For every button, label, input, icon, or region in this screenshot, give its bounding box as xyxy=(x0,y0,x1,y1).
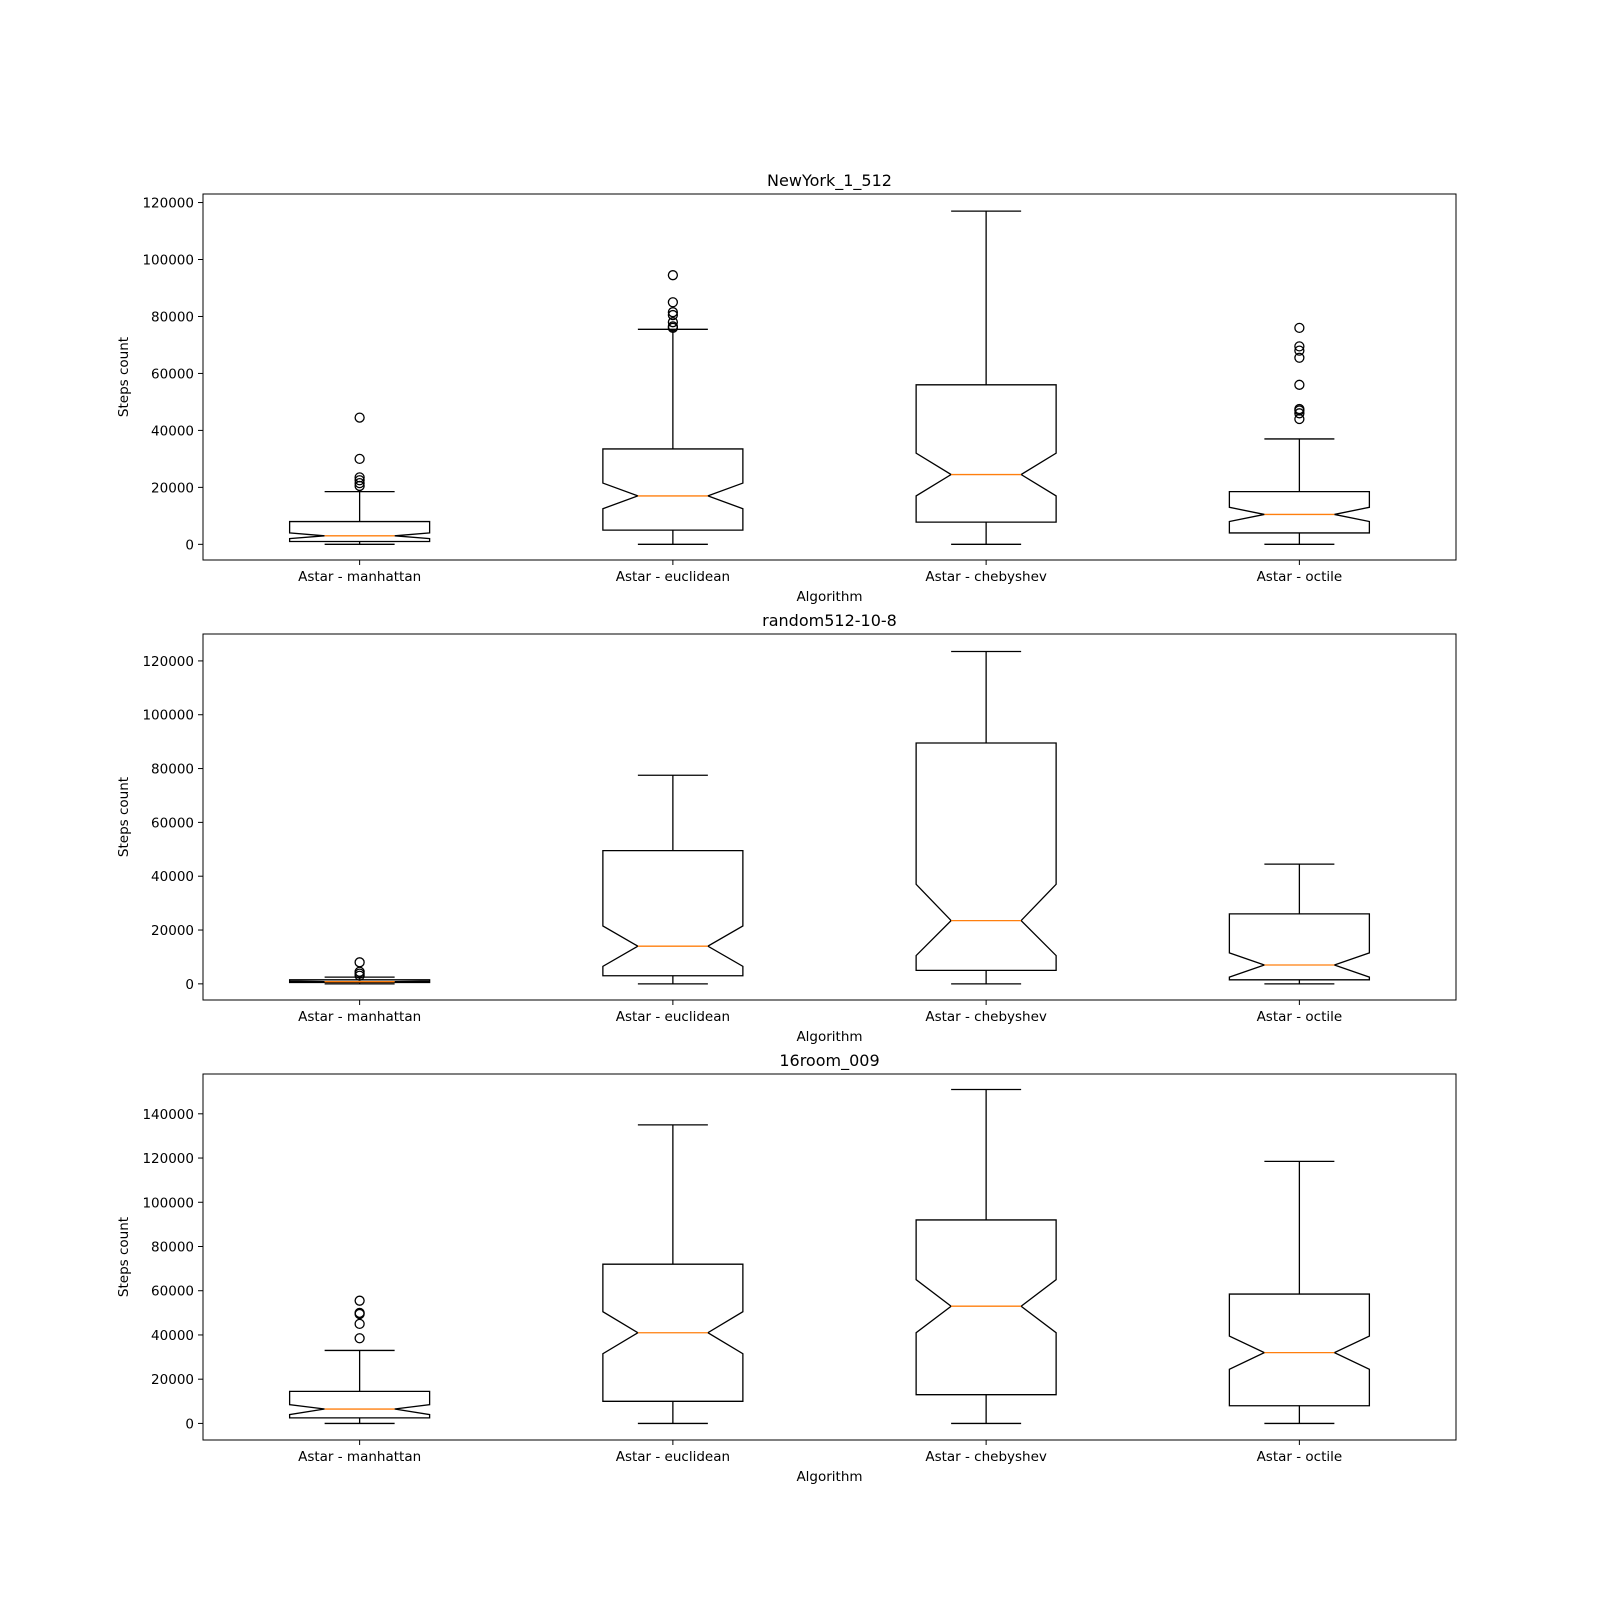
y-tick-label: 60000 xyxy=(151,366,194,382)
x-tick-label: Astar - chebyshev xyxy=(925,569,1047,585)
outlier-point xyxy=(354,1333,365,1344)
outlier-point xyxy=(667,321,679,332)
plot-frame xyxy=(202,193,1457,561)
box-body xyxy=(288,979,431,984)
box-body xyxy=(288,520,431,543)
y-tick-label: 120000 xyxy=(142,196,194,212)
y-tick-label: 100000 xyxy=(142,708,194,724)
outlier-point xyxy=(354,412,365,423)
outlier-point xyxy=(667,270,679,281)
chart-title: NewYork_1_512 xyxy=(767,171,892,191)
chart-title: 16room_009 xyxy=(779,1051,879,1071)
outlier-point xyxy=(1294,403,1305,415)
box-body xyxy=(1228,913,1371,981)
y-tick-label: 120000 xyxy=(142,1151,194,1167)
box-body xyxy=(602,448,744,531)
y-tick-label: 40000 xyxy=(151,1328,194,1344)
box-2 xyxy=(602,270,744,545)
outlier-point xyxy=(667,317,679,328)
y-tick-label: 0 xyxy=(185,537,194,553)
y-tick-label: 20000 xyxy=(151,923,194,939)
outlier-point xyxy=(354,1307,365,1318)
box-body xyxy=(915,1219,1057,1396)
y-tick-label: 80000 xyxy=(151,762,194,778)
panel-1: NewYork_1_512 0 20000 40000 60000 80000 100000… xyxy=(116,171,1457,605)
box-4 xyxy=(1228,863,1371,985)
outlier-point xyxy=(354,453,365,465)
y-tick-label: 40000 xyxy=(151,423,194,439)
outlier-point xyxy=(1294,408,1305,419)
x-axis-label: Algorithm xyxy=(796,589,862,605)
y-tick-label: 20000 xyxy=(151,480,194,496)
panel-2: random512-10-8 0 20000 40000 60000 80000 10000… xyxy=(116,611,1457,1045)
y-tick-label: 60000 xyxy=(151,1284,194,1300)
y-tick-label: 140000 xyxy=(142,1107,194,1123)
outlier-point xyxy=(1294,345,1305,356)
outlier-point xyxy=(667,309,679,321)
box-body xyxy=(602,849,744,977)
box-2 xyxy=(602,774,744,985)
x-tick-label: Astar - euclidean xyxy=(616,1009,730,1025)
y-tick-label: 80000 xyxy=(151,309,194,325)
y-tick-label: 80000 xyxy=(151,1239,194,1255)
x-tick-label: Astar - chebyshev xyxy=(925,1449,1047,1465)
chart-title: random512-10-8 xyxy=(762,611,897,630)
outlier-point xyxy=(354,472,365,483)
x-tick-label: Astar - euclidean xyxy=(616,569,730,585)
box-body xyxy=(915,742,1057,972)
outlier-point xyxy=(354,957,365,968)
y-tick-label: 0 xyxy=(185,1416,194,1432)
box-4 xyxy=(1228,322,1371,545)
box-1 xyxy=(288,412,431,545)
outlier-point xyxy=(1294,341,1305,352)
y-tick-label: 100000 xyxy=(142,1195,194,1211)
box-body xyxy=(915,384,1057,523)
y-tick-label: 40000 xyxy=(151,869,194,885)
box-body xyxy=(602,1263,744,1402)
outlier-point xyxy=(354,475,365,486)
box-3 xyxy=(915,1088,1057,1425)
box-3 xyxy=(915,650,1057,985)
x-tick-label: Astar - chebyshev xyxy=(925,1009,1047,1025)
y-tick-label: 0 xyxy=(185,977,194,993)
outlier-point xyxy=(1294,322,1305,334)
outlier-point xyxy=(354,477,365,489)
y-tick-label: 20000 xyxy=(151,1372,194,1388)
x-tick-label: Astar - euclidean xyxy=(616,1449,730,1465)
x-axis-label: Algorithm xyxy=(796,1029,862,1045)
box-body xyxy=(1228,490,1371,534)
x-tick-label: Astar - octile xyxy=(1257,1449,1343,1465)
box-2 xyxy=(602,1124,744,1425)
plot-frame xyxy=(202,633,1457,1001)
outlier-point xyxy=(354,1318,365,1330)
box-1 xyxy=(288,957,431,985)
outlier-point xyxy=(1294,352,1305,363)
x-tick-label: Astar - octile xyxy=(1257,1009,1343,1025)
y-axis-label: Steps count xyxy=(116,337,132,417)
y-axis-label: Steps count xyxy=(116,1217,132,1297)
box-3 xyxy=(915,210,1057,545)
y-tick-label: 100000 xyxy=(142,253,194,269)
box-body xyxy=(1228,1293,1371,1407)
plot-frame xyxy=(202,1073,1457,1441)
outlier-point xyxy=(354,1295,365,1306)
outlier-point xyxy=(667,307,679,318)
x-tick-label: Astar - octile xyxy=(1257,569,1343,585)
x-tick-label: Astar - manhattan xyxy=(298,569,421,585)
x-axis-label: Algorithm xyxy=(796,1469,862,1485)
outlier-point xyxy=(667,297,679,308)
box-body xyxy=(288,1390,431,1419)
x-tick-label: Astar - manhattan xyxy=(298,1449,421,1465)
y-axis-label: Steps count xyxy=(116,777,132,857)
outlier-point xyxy=(1294,379,1305,390)
box-1 xyxy=(288,1295,431,1425)
y-tick-label: 120000 xyxy=(142,654,194,670)
box-4 xyxy=(1228,1160,1371,1425)
x-tick-label: Astar - manhattan xyxy=(298,1009,421,1025)
panel-3: 16room_009 0 20000 40000 60000 80000 100000 120… xyxy=(116,1051,1457,1485)
y-tick-label: 60000 xyxy=(151,815,194,831)
